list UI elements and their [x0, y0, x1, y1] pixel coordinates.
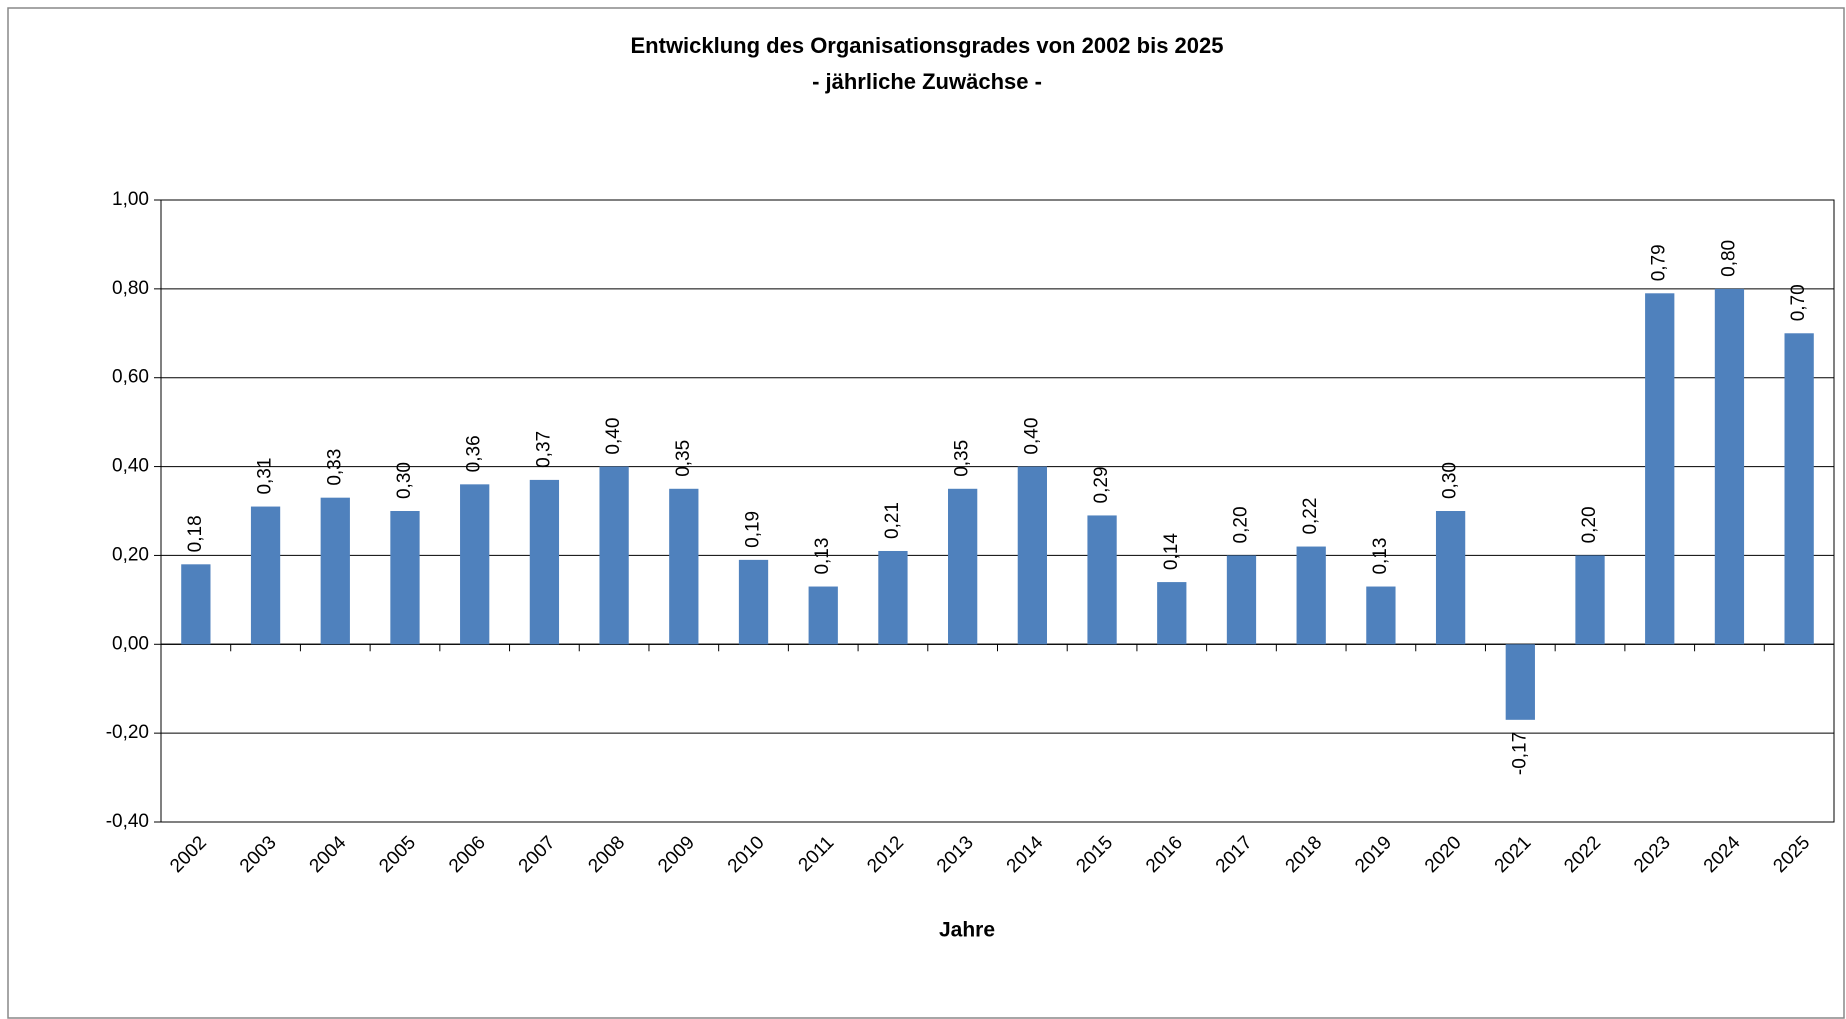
bar — [1435, 511, 1466, 645]
data-label: 0,35 — [673, 440, 694, 477]
data-label: 0,14 — [1161, 533, 1182, 570]
y-tick-label: 0,60 — [112, 367, 149, 388]
data-label: 0,40 — [1021, 418, 1042, 455]
data-label: 0,70 — [1788, 284, 1809, 321]
data-label: 0,30 — [1440, 462, 1461, 499]
data-label: 0,20 — [1230, 506, 1251, 543]
data-label: 0,35 — [952, 440, 973, 477]
x-axis-title: Jahre — [939, 919, 995, 942]
data-label: 0,31 — [255, 458, 276, 495]
data-label: 0,80 — [1718, 240, 1739, 277]
bar — [1714, 288, 1745, 645]
data-label: 0,30 — [394, 462, 415, 499]
chart-subtitle: - jährliche Zuwächse - — [812, 69, 1042, 94]
data-label: 0,22 — [1300, 498, 1321, 535]
bar — [1226, 555, 1257, 645]
bar — [181, 564, 211, 645]
bar — [599, 466, 629, 645]
bar — [460, 484, 490, 645]
bar — [1505, 644, 1535, 720]
bar — [390, 511, 420, 645]
data-label: 0,37 — [533, 431, 554, 468]
bar — [878, 550, 908, 645]
data-label: -0,17 — [1509, 732, 1530, 775]
y-tick-label: 0,20 — [112, 544, 149, 565]
data-label: 0,13 — [812, 538, 833, 575]
y-tick-label: 0,80 — [112, 278, 149, 299]
bar — [1087, 515, 1117, 645]
bar — [738, 559, 769, 645]
bar — [1645, 293, 1675, 645]
bar — [1157, 582, 1187, 645]
bar — [1575, 555, 1605, 645]
bar — [1296, 546, 1326, 645]
bar — [320, 497, 350, 645]
bar — [1017, 466, 1047, 645]
chart-frame — [7, 7, 1845, 1019]
chart-title: Entwicklung des Organisationsgrades von … — [631, 33, 1224, 58]
data-label: 0,79 — [1649, 244, 1670, 281]
data-label: 0,33 — [324, 449, 345, 486]
bar — [529, 479, 560, 645]
data-label: 0,36 — [464, 435, 485, 472]
data-label: 0,20 — [1579, 506, 1600, 543]
data-label: 0,40 — [603, 418, 624, 455]
data-label: 0,19 — [743, 511, 764, 548]
data-label: 0,21 — [882, 502, 903, 539]
data-label: 0,13 — [1370, 538, 1391, 575]
y-tick-label: -0,40 — [106, 811, 149, 832]
bar — [250, 506, 281, 645]
bar — [669, 488, 699, 645]
y-tick-label: 0,00 — [112, 633, 149, 654]
bar — [1784, 333, 1814, 645]
y-tick-label: 1,00 — [112, 189, 149, 210]
y-tick-label: -0,20 — [106, 722, 149, 743]
data-label: 0,18 — [185, 515, 206, 552]
y-tick-label: 0,40 — [112, 456, 149, 477]
bar — [948, 488, 978, 645]
bar — [808, 586, 838, 645]
bar — [1366, 586, 1396, 645]
data-label: 0,29 — [1091, 466, 1112, 503]
